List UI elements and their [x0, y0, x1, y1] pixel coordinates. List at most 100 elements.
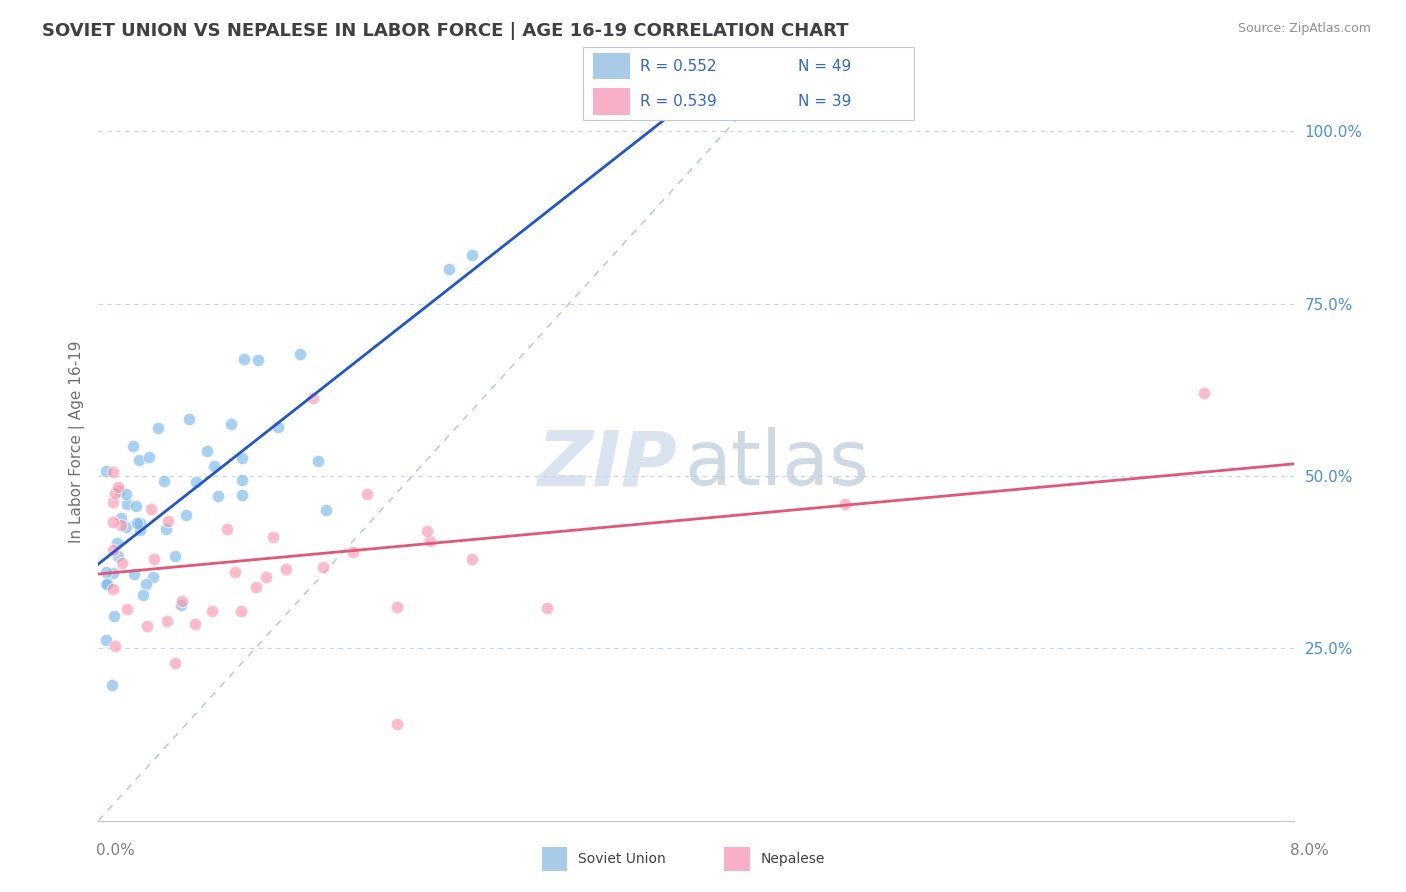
- Bar: [724, 847, 749, 871]
- Point: [247, 352, 270, 367]
- Point: [157, 515, 180, 529]
- Point: [124, 567, 146, 582]
- Point: [103, 516, 125, 530]
- Point: [307, 453, 329, 467]
- Point: [136, 619, 159, 633]
- Text: Nepalese: Nepalese: [761, 852, 825, 866]
- Point: [385, 717, 409, 731]
- Point: [231, 487, 253, 501]
- Point: [254, 569, 277, 583]
- Point: [104, 485, 127, 500]
- Text: 0.0%: 0.0%: [96, 843, 135, 858]
- Point: [138, 450, 160, 464]
- Point: [111, 556, 134, 570]
- Point: [232, 352, 254, 367]
- Point: [94, 565, 117, 579]
- Point: [266, 420, 288, 434]
- Point: [101, 678, 124, 692]
- Point: [834, 497, 856, 511]
- Text: ZIP: ZIP: [538, 427, 678, 501]
- Point: [356, 487, 378, 501]
- Point: [231, 450, 253, 465]
- Point: [224, 565, 246, 579]
- Point: [536, 601, 558, 615]
- Point: [96, 576, 118, 591]
- Point: [385, 599, 409, 614]
- Point: [172, 594, 194, 608]
- Point: [174, 508, 197, 522]
- Point: [274, 562, 297, 576]
- Point: [419, 534, 441, 549]
- Bar: [593, 88, 630, 114]
- Point: [202, 458, 225, 473]
- Point: [125, 499, 148, 513]
- Point: [139, 502, 162, 516]
- Bar: [541, 847, 567, 871]
- Point: [201, 604, 224, 618]
- Point: [135, 577, 157, 591]
- Point: [148, 421, 170, 435]
- Point: [288, 347, 311, 361]
- Y-axis label: In Labor Force | Age 16-19: In Labor Force | Age 16-19: [69, 340, 84, 543]
- Point: [142, 570, 165, 584]
- Point: [184, 616, 207, 631]
- Text: SOVIET UNION VS NEPALESE IN LABOR FORCE | AGE 16-19 CORRELATION CHART: SOVIET UNION VS NEPALESE IN LABOR FORCE …: [42, 22, 849, 40]
- Point: [128, 453, 150, 467]
- Point: [342, 544, 364, 558]
- Point: [104, 639, 127, 653]
- Point: [231, 473, 253, 487]
- FancyBboxPatch shape: [583, 47, 914, 120]
- Point: [107, 480, 129, 494]
- Point: [94, 633, 117, 648]
- Point: [177, 412, 200, 426]
- Point: [195, 444, 218, 458]
- Point: [143, 552, 166, 566]
- Point: [231, 604, 253, 618]
- Point: [129, 516, 152, 530]
- Point: [155, 614, 177, 628]
- Point: [114, 487, 136, 501]
- Point: [101, 566, 124, 581]
- Point: [215, 522, 238, 536]
- Point: [153, 474, 176, 488]
- Text: Soviet Union: Soviet Union: [578, 852, 666, 866]
- Point: [115, 497, 138, 511]
- Point: [103, 543, 125, 558]
- Point: [416, 524, 439, 538]
- Text: R = 0.552: R = 0.552: [640, 59, 716, 74]
- Point: [94, 464, 117, 478]
- Point: [110, 518, 132, 533]
- Point: [302, 391, 325, 405]
- Point: [127, 516, 149, 530]
- Point: [219, 417, 242, 431]
- Point: [103, 465, 125, 479]
- Text: atlas: atlas: [685, 427, 869, 501]
- Point: [115, 519, 138, 533]
- Point: [165, 549, 187, 563]
- Point: [461, 552, 484, 566]
- Point: [155, 522, 177, 536]
- Point: [170, 598, 193, 612]
- Point: [107, 483, 129, 498]
- Point: [107, 549, 129, 563]
- Point: [245, 580, 267, 594]
- Point: [110, 510, 132, 524]
- Point: [1192, 386, 1215, 401]
- Point: [461, 248, 484, 262]
- Point: [105, 536, 128, 550]
- Point: [103, 495, 125, 509]
- Point: [94, 577, 117, 591]
- Bar: [593, 54, 630, 79]
- Text: Source: ZipAtlas.com: Source: ZipAtlas.com: [1237, 22, 1371, 36]
- Point: [128, 523, 150, 537]
- Text: R = 0.539: R = 0.539: [640, 94, 717, 109]
- Point: [131, 588, 153, 602]
- Point: [311, 560, 333, 574]
- Point: [315, 502, 337, 516]
- Point: [122, 440, 145, 454]
- Point: [165, 657, 187, 671]
- Point: [262, 530, 284, 544]
- Point: [115, 602, 138, 616]
- Text: 8.0%: 8.0%: [1289, 843, 1329, 858]
- Point: [207, 489, 229, 503]
